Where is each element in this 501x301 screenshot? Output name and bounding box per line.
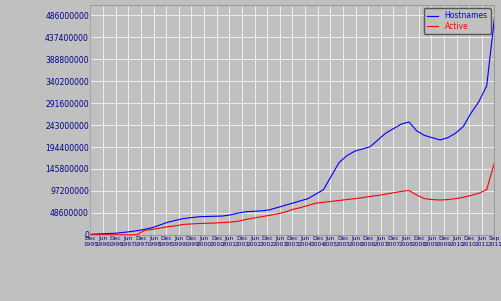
Hostnames (87, 232, 93, 236)
Active (343, 198, 349, 201)
Line: Active: Active (90, 163, 493, 235)
Hostnames (328, 174, 334, 178)
Legend: Hostnames, Active: Hostnames, Active (423, 8, 489, 34)
Active (444, 198, 450, 201)
Active (490, 161, 496, 164)
Hostnames (397, 122, 403, 126)
Active (328, 200, 334, 203)
Hostnames (196, 215, 202, 219)
Hostnames (343, 154, 349, 158)
Hostnames (444, 136, 450, 139)
Active (397, 190, 403, 193)
Active (87, 233, 93, 237)
Active (196, 222, 202, 225)
Hostnames (320, 188, 326, 191)
Line: Hostnames: Hostnames (90, 18, 493, 234)
Hostnames (490, 16, 496, 20)
Active (320, 200, 326, 204)
